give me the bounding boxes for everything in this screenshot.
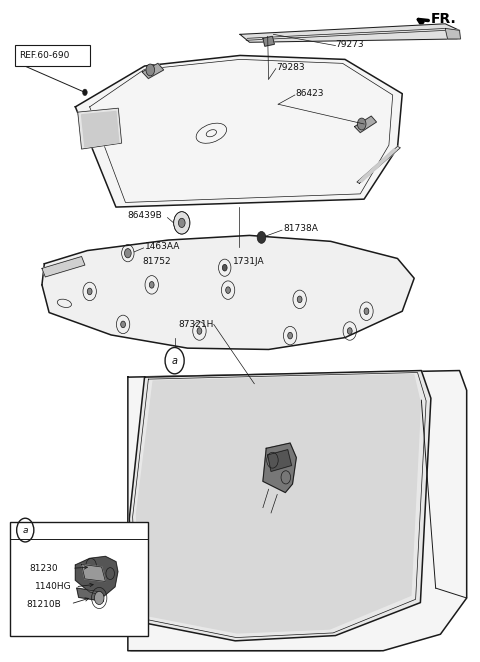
Polygon shape <box>82 565 106 581</box>
Circle shape <box>83 89 87 95</box>
Text: a: a <box>23 526 28 535</box>
Circle shape <box>149 281 154 288</box>
Polygon shape <box>360 149 396 182</box>
Text: REF.60-690: REF.60-690 <box>20 51 70 60</box>
Polygon shape <box>75 557 118 596</box>
Circle shape <box>297 296 302 303</box>
Circle shape <box>288 332 292 339</box>
Polygon shape <box>136 375 420 633</box>
Text: 81752: 81752 <box>142 258 171 266</box>
Circle shape <box>257 232 266 244</box>
Polygon shape <box>77 588 104 601</box>
Polygon shape <box>42 236 414 350</box>
Circle shape <box>348 328 352 334</box>
Circle shape <box>179 218 185 228</box>
Text: a: a <box>172 355 178 365</box>
Polygon shape <box>129 371 431 641</box>
Text: 79283: 79283 <box>276 63 304 71</box>
Text: 1731JA: 1731JA <box>233 258 264 266</box>
Polygon shape <box>82 111 119 147</box>
Polygon shape <box>75 56 402 207</box>
Text: 79273: 79273 <box>336 40 364 49</box>
Text: 1140HG: 1140HG <box>35 583 72 591</box>
Circle shape <box>197 328 202 334</box>
Text: 81738A: 81738A <box>283 224 318 233</box>
Text: 86439B: 86439B <box>128 211 163 220</box>
Polygon shape <box>263 443 296 493</box>
Polygon shape <box>128 371 467 651</box>
Polygon shape <box>355 116 376 132</box>
FancyBboxPatch shape <box>10 522 148 636</box>
Circle shape <box>146 64 155 76</box>
Circle shape <box>95 591 104 604</box>
Text: 81230: 81230 <box>29 564 58 573</box>
Circle shape <box>124 249 131 258</box>
Circle shape <box>358 118 366 130</box>
Polygon shape <box>142 64 164 79</box>
Text: 87321H: 87321H <box>178 320 213 329</box>
Polygon shape <box>268 449 291 471</box>
Circle shape <box>222 264 227 271</box>
Text: 1463AA: 1463AA <box>144 242 180 251</box>
Text: 81210B: 81210B <box>26 600 61 609</box>
Circle shape <box>120 321 125 328</box>
FancyBboxPatch shape <box>15 45 90 66</box>
Polygon shape <box>78 108 121 149</box>
Circle shape <box>364 308 369 314</box>
Circle shape <box>174 212 190 234</box>
Circle shape <box>87 288 92 295</box>
Text: 86423: 86423 <box>295 89 324 98</box>
Polygon shape <box>445 28 460 39</box>
Polygon shape <box>240 24 459 42</box>
Polygon shape <box>42 256 85 277</box>
Polygon shape <box>263 36 275 46</box>
Text: FR.: FR. <box>431 12 456 26</box>
Circle shape <box>226 287 230 293</box>
Polygon shape <box>357 146 400 183</box>
